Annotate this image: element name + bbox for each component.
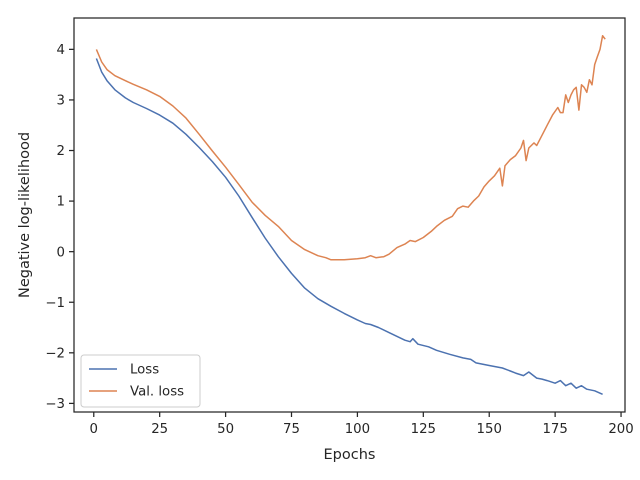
y-axis-title: Negative log-likelihood <box>17 132 33 298</box>
x-tick-label: 175 <box>542 422 567 437</box>
y-axis-ticks: −3 −2 −1 0 1 2 3 4 <box>45 43 74 412</box>
y-tick-label: 3 <box>57 94 65 109</box>
x-tick-label: 100 <box>345 422 370 437</box>
x-axis-title: Epochs <box>324 447 376 463</box>
y-tick-label: −2 <box>45 346 65 361</box>
y-tick-label: 2 <box>57 144 65 159</box>
legend-box <box>80 354 201 408</box>
series-line-val-loss <box>95 34 606 261</box>
y-tick-label: 1 <box>57 195 65 210</box>
x-tick-label: 25 <box>151 422 168 437</box>
y-tick-label: −1 <box>45 296 65 311</box>
y-tick-label: 4 <box>57 43 65 58</box>
axes-frame <box>73 17 626 413</box>
x-axis-ticks: 0 25 50 75 100 125 150 175 200 <box>90 412 634 437</box>
x-tick-label: 200 <box>608 422 633 437</box>
x-tick-label: 125 <box>411 422 436 437</box>
x-tick-label: 0 <box>90 422 98 437</box>
y-tick-label: 0 <box>57 245 65 260</box>
legend: Loss Val. loss <box>80 354 201 408</box>
series-line-loss <box>95 58 603 395</box>
legend-label: Loss <box>130 363 159 378</box>
x-tick-label: 75 <box>283 422 300 437</box>
x-tick-label: 50 <box>217 422 234 437</box>
legend-label: Val. loss <box>130 385 184 400</box>
x-tick-label: 150 <box>477 422 502 437</box>
y-tick-label: −3 <box>45 397 65 412</box>
series-layer <box>95 34 606 395</box>
